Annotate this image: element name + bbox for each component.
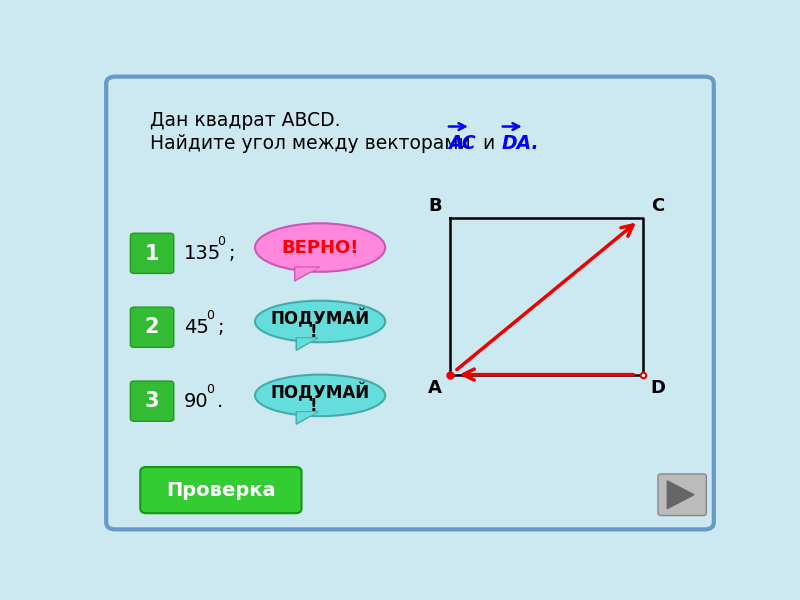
Text: AC: AC bbox=[449, 134, 476, 154]
Text: Найдите угол между векторами: Найдите угол между векторами bbox=[150, 134, 470, 154]
Text: B: B bbox=[428, 197, 442, 215]
Ellipse shape bbox=[255, 374, 386, 416]
Text: ВЕРНО!: ВЕРНО! bbox=[282, 239, 358, 257]
Text: ПОДУМАЙ: ПОДУМАЙ bbox=[270, 308, 370, 328]
PathPatch shape bbox=[298, 413, 316, 421]
Text: 0: 0 bbox=[217, 235, 225, 248]
Text: 90: 90 bbox=[184, 392, 208, 411]
Text: !: ! bbox=[310, 323, 318, 341]
Ellipse shape bbox=[255, 223, 386, 272]
Ellipse shape bbox=[255, 301, 386, 342]
FancyBboxPatch shape bbox=[130, 381, 174, 421]
Text: 0: 0 bbox=[206, 383, 214, 396]
FancyBboxPatch shape bbox=[658, 474, 706, 515]
Text: ПОДУМАЙ: ПОДУМАЙ bbox=[270, 383, 370, 402]
FancyBboxPatch shape bbox=[106, 77, 714, 529]
Text: .: . bbox=[217, 392, 223, 411]
Text: Проверка: Проверка bbox=[166, 481, 276, 500]
PathPatch shape bbox=[667, 481, 694, 509]
Text: Дан квадрат ABCD.: Дан квадрат ABCD. bbox=[150, 111, 340, 130]
Text: A: A bbox=[428, 379, 442, 397]
Text: 1: 1 bbox=[145, 244, 159, 263]
Text: !: ! bbox=[310, 397, 318, 415]
PathPatch shape bbox=[297, 268, 318, 277]
FancyBboxPatch shape bbox=[130, 307, 174, 347]
Text: DA.: DA. bbox=[502, 134, 539, 154]
PathPatch shape bbox=[298, 339, 316, 347]
Text: 3: 3 bbox=[145, 391, 159, 412]
PathPatch shape bbox=[294, 267, 319, 281]
Text: 2: 2 bbox=[145, 317, 159, 337]
FancyBboxPatch shape bbox=[130, 233, 174, 274]
FancyBboxPatch shape bbox=[140, 467, 302, 513]
Text: и: и bbox=[482, 134, 494, 154]
PathPatch shape bbox=[296, 412, 318, 424]
Text: D: D bbox=[650, 379, 666, 397]
Text: ;: ; bbox=[217, 318, 224, 337]
Text: 0: 0 bbox=[206, 309, 214, 322]
Text: 135: 135 bbox=[184, 244, 221, 263]
PathPatch shape bbox=[296, 338, 318, 350]
Text: 45: 45 bbox=[184, 318, 209, 337]
Text: C: C bbox=[651, 197, 665, 215]
Text: ;: ; bbox=[228, 244, 235, 263]
